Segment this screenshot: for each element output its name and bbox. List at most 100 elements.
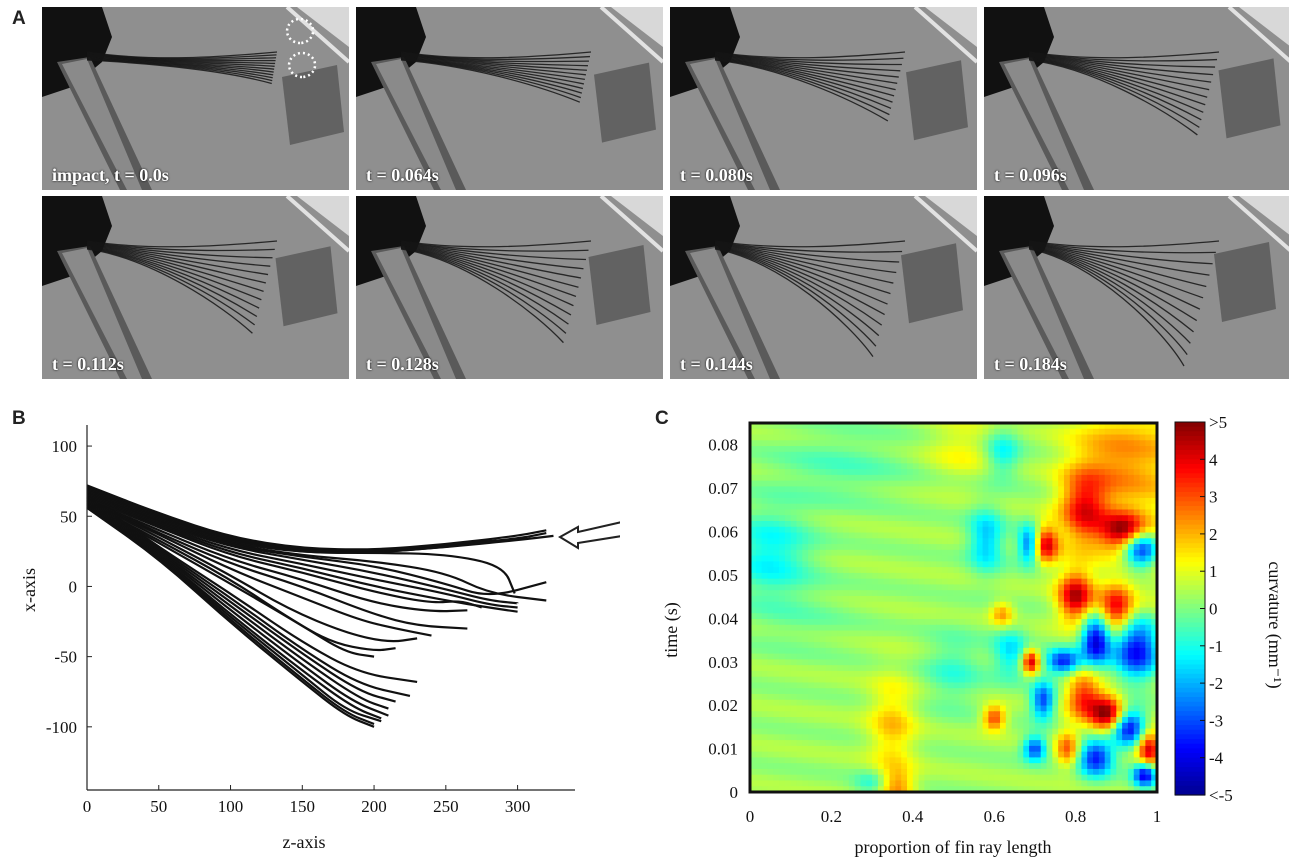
heatmap-cell	[1052, 768, 1059, 776]
heatmap-cell	[872, 676, 879, 684]
heatmap-cell	[1011, 446, 1019, 453]
heatmap-cell	[1122, 607, 1129, 614]
heatmap-cell	[906, 578, 914, 586]
heatmap-cell	[825, 740, 832, 747]
heatmap-cell	[912, 584, 920, 591]
colorbar-step	[1175, 608, 1205, 614]
heatmap-cell	[866, 474, 873, 482]
heatmap-cell	[1023, 572, 1030, 580]
heatmap-cell	[779, 532, 786, 539]
colorbar-step	[1175, 636, 1205, 642]
heatmap-cell	[959, 457, 966, 464]
heatmap-cell	[1093, 728, 1100, 735]
heatmap-cell	[1133, 619, 1141, 626]
heatmap-cell	[889, 446, 896, 453]
heatmap-cell	[773, 572, 780, 580]
heatmap-cell	[831, 446, 838, 453]
heatmap-cell	[918, 567, 926, 574]
heatmap-cell	[912, 728, 920, 735]
heatmap-cell	[1122, 659, 1129, 666]
heatmap-cell	[750, 780, 757, 787]
heatmap-cell	[1087, 659, 1094, 666]
heatmap-cell	[953, 578, 960, 586]
heatmap-cell	[912, 423, 920, 430]
heatmap-cell	[1034, 538, 1042, 545]
heatmap-cell	[895, 636, 902, 643]
heatmap-cell	[1040, 693, 1048, 701]
heatmap-cell	[970, 578, 978, 586]
heatmap-cell	[1087, 682, 1094, 689]
heatmap-cell	[1005, 561, 1013, 568]
heatmap-cell	[982, 503, 989, 511]
heatmap-cell	[755, 722, 763, 730]
heatmap-cell	[1087, 728, 1094, 735]
heatmap-cell	[808, 567, 815, 574]
heatmap-cell	[965, 665, 972, 672]
heatmap-cell	[1005, 503, 1013, 511]
heatmap-cell	[936, 763, 943, 770]
heatmap-cell	[1110, 561, 1117, 568]
heatmap-cell	[750, 699, 757, 707]
heatmap-cell	[1139, 538, 1146, 545]
heatmap-cell	[767, 497, 774, 505]
heatmap-cell	[750, 521, 757, 528]
heatmap-cell	[843, 446, 850, 453]
heatmap-cell	[761, 538, 769, 545]
heatmap-cell	[959, 572, 966, 580]
heatmap-cell	[813, 555, 821, 562]
heatmap-cell	[1011, 440, 1019, 447]
heatmap-cell	[790, 572, 798, 580]
heatmap-cell	[1040, 532, 1048, 539]
heatmap-cell	[953, 751, 960, 759]
heatmap-cell	[802, 538, 809, 545]
heatmap-cell	[1005, 446, 1013, 453]
heatmap-cell	[1069, 590, 1077, 597]
heatmap-cell	[866, 751, 873, 759]
heatmap-cell	[750, 619, 757, 626]
heatmap-cell	[1087, 699, 1094, 707]
heatmap-cell	[965, 757, 972, 764]
heatmap-cell	[1127, 474, 1135, 482]
heatmap-cell	[1110, 757, 1117, 764]
heatmap-cell	[1029, 665, 1036, 672]
heatmap-cell	[970, 763, 978, 770]
heatmap-cell	[1063, 751, 1071, 759]
heatmap-cell	[790, 682, 798, 689]
heatmap-cell	[936, 665, 943, 672]
heatmap-cell	[750, 642, 757, 649]
heatmap-cell	[1139, 549, 1146, 557]
heatmap-cell	[761, 768, 769, 776]
heatmap-cell	[976, 728, 984, 735]
heatmap-cell	[1005, 630, 1013, 637]
heatmap-cell	[924, 659, 931, 666]
heatmap-cell	[1063, 763, 1071, 770]
heatmap-cell	[796, 699, 803, 707]
heatmap-cell	[1127, 532, 1135, 539]
heatmap-cell	[1110, 774, 1117, 782]
heatmap-cell	[982, 659, 989, 666]
heatmap-cell	[837, 630, 844, 637]
heatmap-cell	[1093, 711, 1100, 718]
heatmap-cell	[988, 474, 995, 482]
heatmap-cell	[965, 734, 972, 741]
heatmap-cell	[1133, 446, 1141, 453]
heatmap-cell	[1017, 693, 1024, 701]
heatmap-cell	[936, 757, 943, 764]
heatmap-cell	[1034, 423, 1042, 430]
heatmap-cell	[1052, 515, 1059, 522]
heatmap-cell	[918, 705, 926, 712]
heatmap-cell	[1116, 630, 1123, 637]
heatmap-cell	[970, 521, 978, 528]
heatmap-cell	[1116, 711, 1123, 718]
heatmap-cell	[808, 745, 815, 753]
heatmap-cell	[1116, 440, 1123, 447]
heatmap-cell	[848, 521, 856, 528]
heatmap-cell	[866, 705, 873, 712]
colorbar-step	[1175, 529, 1205, 535]
heatmap-cell	[1046, 457, 1053, 464]
heatmap-cell	[1000, 423, 1007, 430]
heatmap-cell	[843, 428, 850, 436]
heatmap-cell	[860, 584, 867, 591]
heatmap-cell	[936, 463, 943, 470]
heatmap-cell	[1145, 740, 1152, 747]
